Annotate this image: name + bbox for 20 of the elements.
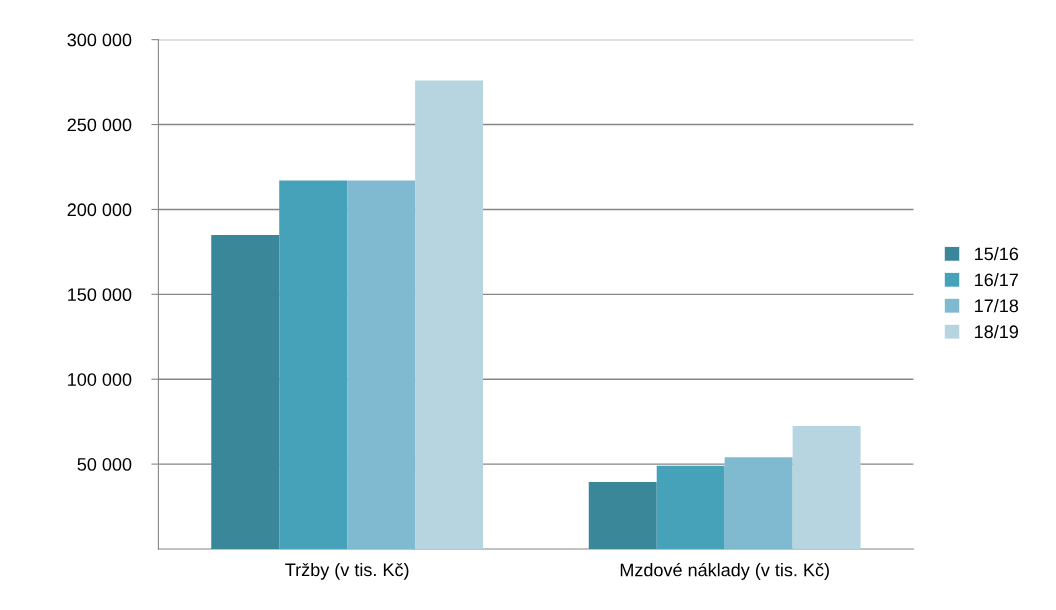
x-tick-label: Tržby (v tis. Kč) (285, 562, 409, 580)
bar (279, 180, 348, 549)
bar (792, 425, 861, 549)
bar (656, 465, 725, 549)
legend-label: 18/19 (975, 324, 1019, 339)
bar (724, 457, 793, 549)
bar (588, 481, 657, 549)
legend-label: 17/18 (975, 298, 1019, 313)
y-tick-label: 50 000 (77, 458, 132, 471)
bar (211, 234, 280, 549)
legend-label: 16/17 (975, 272, 1018, 287)
y-tick-label: 150 000 (68, 288, 132, 302)
bar (347, 180, 416, 549)
y-tick-label: 300 000 (67, 33, 132, 47)
legend-label: 15/16 (975, 247, 1019, 261)
bar (415, 80, 484, 549)
y-tick-label: 250 000 (67, 118, 132, 132)
y-tick-label: 200 000 (67, 203, 132, 217)
x-tick-label: Mzdové náklady (v tis. Kč) (620, 562, 829, 580)
y-tick-label: 100 000 (68, 373, 132, 386)
